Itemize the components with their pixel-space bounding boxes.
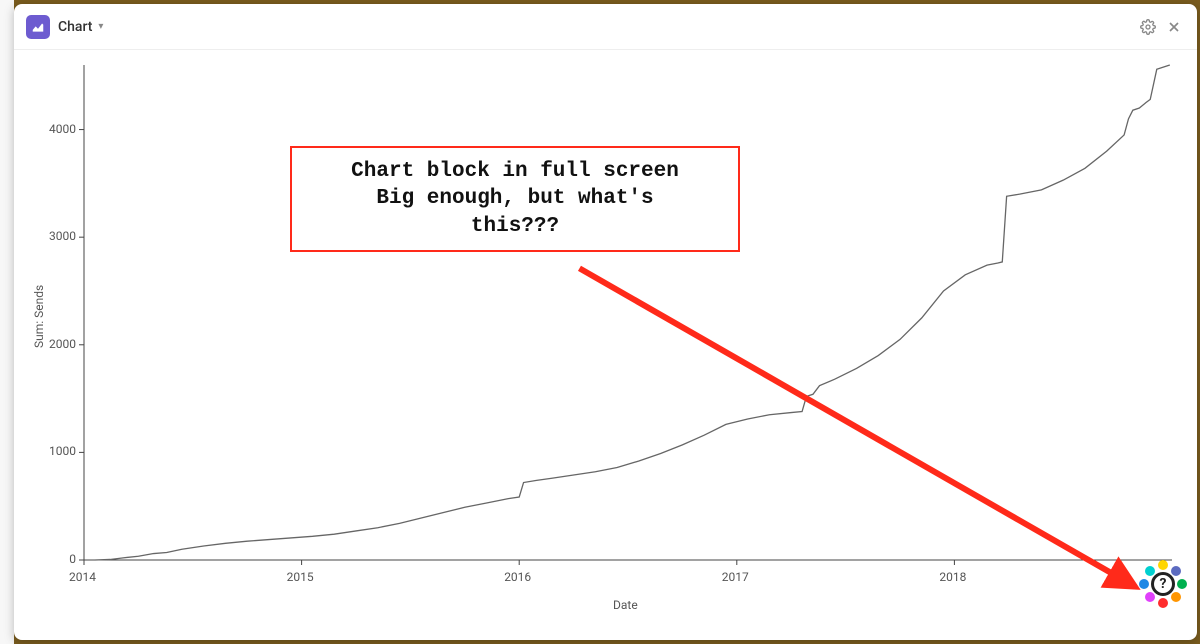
help-dot xyxy=(1171,566,1181,576)
x-tick-label: 2018 xyxy=(939,570,966,584)
y-tick-label: 0 xyxy=(14,552,76,566)
x-tick-label: 2017 xyxy=(722,570,749,584)
chart-icon xyxy=(26,15,50,39)
help-dot xyxy=(1145,592,1155,602)
chevron-down-icon[interactable]: ▾ xyxy=(98,21,103,32)
y-tick-label: 4000 xyxy=(14,122,76,136)
help-dot xyxy=(1158,598,1168,608)
block-title[interactable]: Chart xyxy=(58,19,92,35)
help-dot xyxy=(1145,566,1155,576)
x-tick-label: 2014 xyxy=(69,570,96,584)
gear-icon[interactable] xyxy=(1137,16,1159,38)
help-dot xyxy=(1177,579,1187,589)
y-tick-label: 3000 xyxy=(14,229,76,243)
chart-area: 01000200030004000 20142015201620172018 S… xyxy=(14,50,1197,640)
line-chart xyxy=(14,50,1197,640)
spreadsheet-gutter xyxy=(0,0,14,644)
card-header: Chart ▾ xyxy=(14,4,1197,50)
y-tick-label: 1000 xyxy=(14,444,76,458)
annotation-callout: Chart block in full screen Big enough, b… xyxy=(290,146,740,252)
help-widget[interactable]: ? xyxy=(1139,560,1187,608)
y-axis-label: Sum: Sends xyxy=(32,284,46,347)
chart-block-fullscreen: Chart ▾ 01000200030004000 20142015201620… xyxy=(14,4,1197,640)
help-dot xyxy=(1171,592,1181,602)
x-tick-label: 2015 xyxy=(287,570,314,584)
help-dot xyxy=(1139,579,1149,589)
close-icon[interactable] xyxy=(1163,16,1185,38)
x-tick-label: 2016 xyxy=(504,570,531,584)
help-icon[interactable]: ? xyxy=(1151,572,1175,596)
help-dot xyxy=(1158,560,1168,570)
x-axis-label: Date xyxy=(613,598,638,612)
